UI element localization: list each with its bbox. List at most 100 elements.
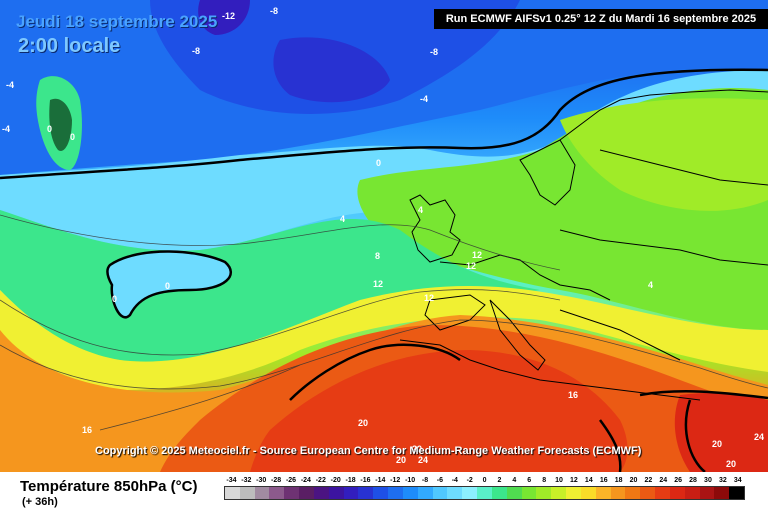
- contour-label: 4: [648, 280, 653, 290]
- scale-tick-label: -22: [315, 477, 326, 484]
- scale-tick-label: 30: [704, 477, 712, 484]
- scale-tick-label: 34: [733, 477, 742, 484]
- scale-labels: -34 -32 -30 -28 -26 -24 -22 -20 -18 -16 -14 -12 -10-…: [224, 477, 745, 484]
- contour-label: 4: [340, 214, 345, 224]
- contour-label: -4: [2, 124, 10, 134]
- scale-swatch: [313, 487, 329, 499]
- scale-swatch: [669, 487, 685, 499]
- contour-label: 0: [112, 294, 117, 304]
- model-run-text: Run ECMWF AIFSv1 0.25° 12 Z du Mardi 16 …: [445, 13, 757, 25]
- scale-tick-label: 24: [659, 477, 668, 484]
- color-scale: -34 -32 -30 -28 -26 -24 -22 -20 -18 -16 -14 -12 -10-…: [224, 477, 745, 500]
- contour-label: -8: [192, 46, 200, 56]
- forecast-time: 2:00 locale: [18, 35, 121, 57]
- scale-tick-label: 2: [497, 477, 502, 484]
- scale-tick-label: 28: [689, 477, 697, 484]
- scale-tick-label: -28: [271, 477, 282, 484]
- scale-swatch: [491, 487, 507, 499]
- scale-swatch: [506, 487, 522, 499]
- scale-tick-label: -2: [466, 477, 473, 484]
- legend-subtitle: (+ 36h): [22, 496, 58, 508]
- scale-tick-label: 0: [482, 477, 487, 484]
- scale-tick-label: -16: [360, 477, 371, 484]
- contour-label: 20: [712, 439, 722, 449]
- contour-label: 20: [412, 444, 422, 454]
- scale-tick-label: 22: [644, 477, 653, 484]
- contour-label: -12: [222, 11, 235, 21]
- scale-swatch: [655, 487, 670, 499]
- contour-label: -4: [6, 80, 14, 90]
- contour-label: 8: [375, 251, 380, 261]
- scale-swatch: [551, 487, 567, 499]
- scale-tick-label: 8: [542, 477, 547, 484]
- scale-swatch: [521, 487, 537, 499]
- scale-tick-label: -26: [285, 477, 297, 484]
- scale-bar: [224, 486, 745, 500]
- scale-swatch: [714, 487, 730, 499]
- legend-title: Température 850hPa (°C): [20, 478, 198, 495]
- scale-swatch: [536, 487, 552, 499]
- scale-tick-label: -32: [241, 477, 252, 484]
- contour-label: 0: [70, 132, 75, 142]
- scale-tick-label: 20: [629, 477, 638, 484]
- scale-tick-label: -6: [436, 477, 444, 484]
- scale-swatch: [239, 487, 255, 499]
- scale-swatch: [462, 487, 478, 499]
- model-run-info: Run ECMWF AIFSv1 0.25° 12 Z du Mardi 16 …: [434, 9, 768, 29]
- scale-swatch: [566, 487, 581, 499]
- contour-label: -8: [270, 6, 278, 16]
- scale-tick-label: 18: [614, 477, 623, 484]
- scale-tick-label: 10: [555, 477, 563, 484]
- contour-label: 24: [754, 432, 764, 442]
- contour-label: -8: [430, 47, 438, 57]
- scale-tick-label: -34: [226, 477, 237, 484]
- scale-swatch: [684, 487, 700, 499]
- scale-swatch: [328, 487, 344, 499]
- scale-swatch: [269, 487, 285, 499]
- scale-swatch: [358, 487, 374, 499]
- scale-tick-label: -24: [300, 477, 311, 484]
- scale-swatch: [299, 487, 314, 499]
- contour-label: 0: [165, 281, 170, 291]
- scale-tick-label: 4: [512, 477, 517, 484]
- scale-swatch: [343, 487, 359, 499]
- contour-label: 16: [568, 390, 578, 400]
- contour-label: 20: [396, 455, 406, 465]
- contour-label: 24: [418, 455, 428, 465]
- scale-swatch: [225, 487, 240, 499]
- contour-label: -4: [420, 94, 428, 104]
- contour-label: 20: [358, 418, 368, 428]
- contour-label: 16: [82, 425, 92, 435]
- scale-swatch: [477, 487, 492, 499]
- scale-swatch: [640, 487, 656, 499]
- scale-tick-label: -8: [421, 477, 429, 484]
- scale-tick-label: -18: [345, 477, 356, 484]
- scale-swatch: [447, 487, 463, 499]
- scale-swatch: [373, 487, 389, 499]
- scale-tick-label: -30: [256, 477, 267, 484]
- scale-tick-label: 6: [527, 477, 532, 484]
- scale-tick-label: -14: [375, 477, 386, 484]
- scale-swatch: [284, 487, 300, 499]
- copyright-notice: Copyright © 2025 Meteociel.fr - Source E…: [95, 445, 642, 457]
- contour-label: 12: [472, 250, 482, 260]
- scale-swatch: [402, 487, 418, 499]
- scale-tick-label: -10: [405, 477, 416, 484]
- scale-swatch: [580, 487, 596, 499]
- scale-swatch: [729, 487, 744, 499]
- scale-tick-label: -12: [390, 477, 401, 484]
- scale-swatch: [432, 487, 448, 499]
- scale-swatch: [625, 487, 641, 499]
- scale-tick-label: 26: [674, 477, 683, 484]
- temperature-map: -12 -8 -8 -8 -4 -4 -4 0 0 0 0 0 4 4 8 12…: [0, 0, 768, 472]
- contour-label: 12: [424, 293, 434, 303]
- forecast-date: Jeudi 18 septembre 2025: [16, 12, 218, 31]
- scale-tick-label: 14: [584, 477, 593, 484]
- contour-label: 20: [726, 459, 736, 469]
- scale-tick-label: 12: [570, 477, 578, 484]
- contour-label: 12: [466, 261, 476, 271]
- scale-swatch: [254, 487, 270, 499]
- contour-label: 0: [47, 124, 52, 134]
- contour-label: 0: [376, 158, 381, 168]
- legend-footer: Température 850hPa (°C) (+ 36h) -34 -32 -3…: [0, 472, 768, 512]
